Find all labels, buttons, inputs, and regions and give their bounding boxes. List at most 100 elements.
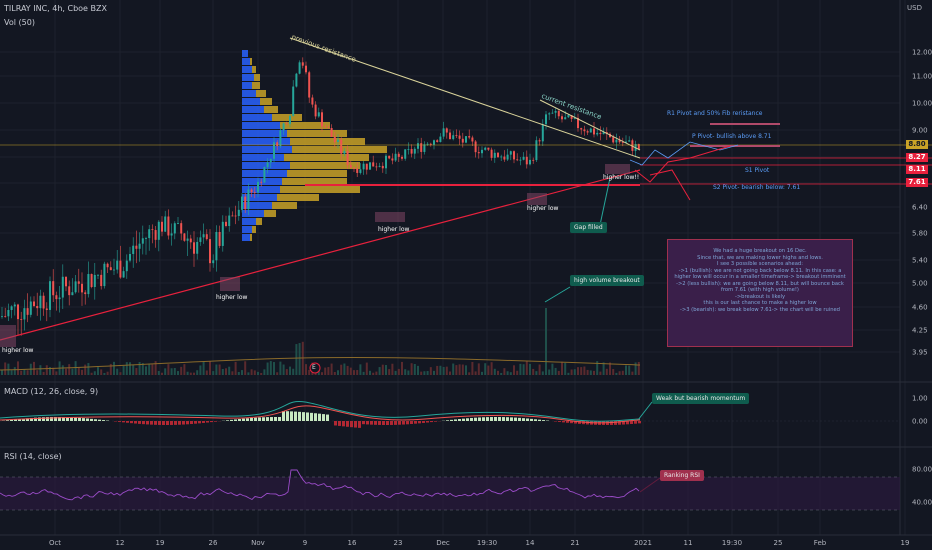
- candle-body: [535, 140, 538, 161]
- macd-histogram-bar: [250, 417, 253, 421]
- volume-bar: [628, 365, 631, 375]
- volume-bar: [289, 366, 291, 375]
- macd-histogram-bar: [390, 421, 393, 425]
- candle-body: [404, 149, 407, 159]
- candle-body: [180, 223, 183, 234]
- candle-body: [541, 124, 544, 142]
- macd-histogram-bar: [38, 417, 41, 421]
- macd-histogram-bar: [382, 421, 385, 425]
- s1-pivot-label: S1 Pivot: [745, 167, 770, 174]
- volume-bar: [282, 364, 285, 375]
- volume-bar: [481, 371, 483, 375]
- volume-profile-bar: [254, 74, 260, 81]
- macd-histogram-bar: [274, 417, 277, 421]
- macd-histogram-bar: [254, 417, 257, 421]
- volume-bar: [17, 361, 19, 375]
- volume-bar: [391, 363, 394, 375]
- volume-bar: [132, 364, 135, 375]
- macd-histogram-bar: [230, 419, 233, 421]
- macd-histogram-bar: [62, 417, 65, 421]
- macd-pane: [0, 400, 900, 428]
- time-tick-label: 26: [209, 539, 218, 547]
- candle-body: [116, 260, 119, 270]
- macd-histogram-bar: [374, 421, 377, 425]
- macd-histogram-bar: [82, 418, 85, 421]
- macd-histogram-bar: [258, 417, 261, 421]
- candle-body: [554, 110, 557, 113]
- volume-bar: [493, 368, 496, 375]
- candle-body: [77, 281, 80, 284]
- volume-bar: [276, 372, 279, 375]
- macd-histogram-bar: [454, 419, 457, 421]
- volume-bar: [468, 372, 471, 375]
- textbox-line: ->3 (bearish): we break below 7.61-> the…: [680, 306, 840, 313]
- volume-bar: [561, 361, 563, 375]
- volume-bar: [68, 364, 71, 375]
- volume-profile-bar: [242, 210, 264, 217]
- volume-profile-bar: [272, 114, 302, 121]
- macd-histogram-bar: [418, 421, 421, 424]
- candle-body: [212, 260, 215, 264]
- textbox-line: ->1 (bullish): we are not going back bel…: [678, 267, 842, 274]
- candle-body: [484, 147, 487, 150]
- volume-bar: [612, 369, 615, 375]
- volume-profile-bar: [272, 202, 297, 209]
- price-tick-label: 10.00: [912, 100, 932, 108]
- candle-body: [209, 239, 211, 264]
- volume-bar: [509, 372, 512, 375]
- macd-line: [0, 400, 641, 422]
- candle-body: [189, 238, 192, 243]
- candle-body: [442, 128, 445, 137]
- volume-bar: [52, 367, 55, 375]
- volume-bar: [449, 371, 451, 375]
- volume-bar: [452, 363, 455, 375]
- candle-body: [465, 136, 467, 143]
- volume-bar: [180, 366, 183, 375]
- candle-body: [119, 260, 122, 278]
- macd-histogram-bar: [578, 421, 581, 424]
- candle-body: [279, 130, 282, 147]
- candle-body: [433, 140, 435, 145]
- candle-body: [593, 128, 595, 135]
- candle-body: [596, 132, 599, 135]
- volume-bar: [554, 367, 557, 375]
- currency-label: USD: [907, 4, 922, 12]
- macd-histogram-bar: [482, 417, 485, 421]
- macd-histogram-bar: [198, 421, 201, 424]
- volume-profile-bar: [284, 154, 369, 161]
- candle-body: [135, 245, 138, 249]
- candle-body: [497, 152, 499, 158]
- candle-body: [532, 159, 535, 161]
- macd-histogram-bar: [202, 421, 205, 423]
- scenario-textbox: We had a huge breakout on 16 Dec. Since …: [667, 239, 853, 347]
- volume-bar: [529, 363, 531, 375]
- volume-bar: [177, 371, 179, 375]
- macd-histogram-bar: [486, 417, 489, 421]
- volume-bar: [580, 367, 583, 375]
- high-volume-callout: high volume breakout: [570, 275, 644, 286]
- price-tag-827: 8.27: [906, 153, 928, 162]
- candle-body: [324, 126, 327, 128]
- macd-histogram-bar: [490, 417, 493, 421]
- macd-histogram-bar: [314, 413, 317, 421]
- macd-histogram-bar: [182, 421, 185, 425]
- macd-histogram-bar: [386, 421, 389, 425]
- candle-body: [84, 292, 87, 295]
- volume-profile-bar: [252, 82, 260, 89]
- volume-bar: [81, 369, 83, 375]
- volume-bar: [161, 372, 163, 375]
- volume-bar: [369, 370, 371, 375]
- candle-body: [525, 156, 528, 165]
- volume-bar: [589, 370, 592, 375]
- volume-bar: [471, 361, 474, 375]
- volume-bar: [196, 370, 199, 375]
- price-tick-label: 9.00: [912, 127, 928, 135]
- macd-histogram-bar: [186, 421, 189, 425]
- volume-profile-bar: [290, 138, 365, 145]
- macd-histogram-bar: [326, 414, 329, 421]
- candle-body: [141, 238, 144, 244]
- volume-bar: [442, 366, 445, 375]
- candle-body: [157, 221, 160, 240]
- signal-line: [0, 405, 641, 424]
